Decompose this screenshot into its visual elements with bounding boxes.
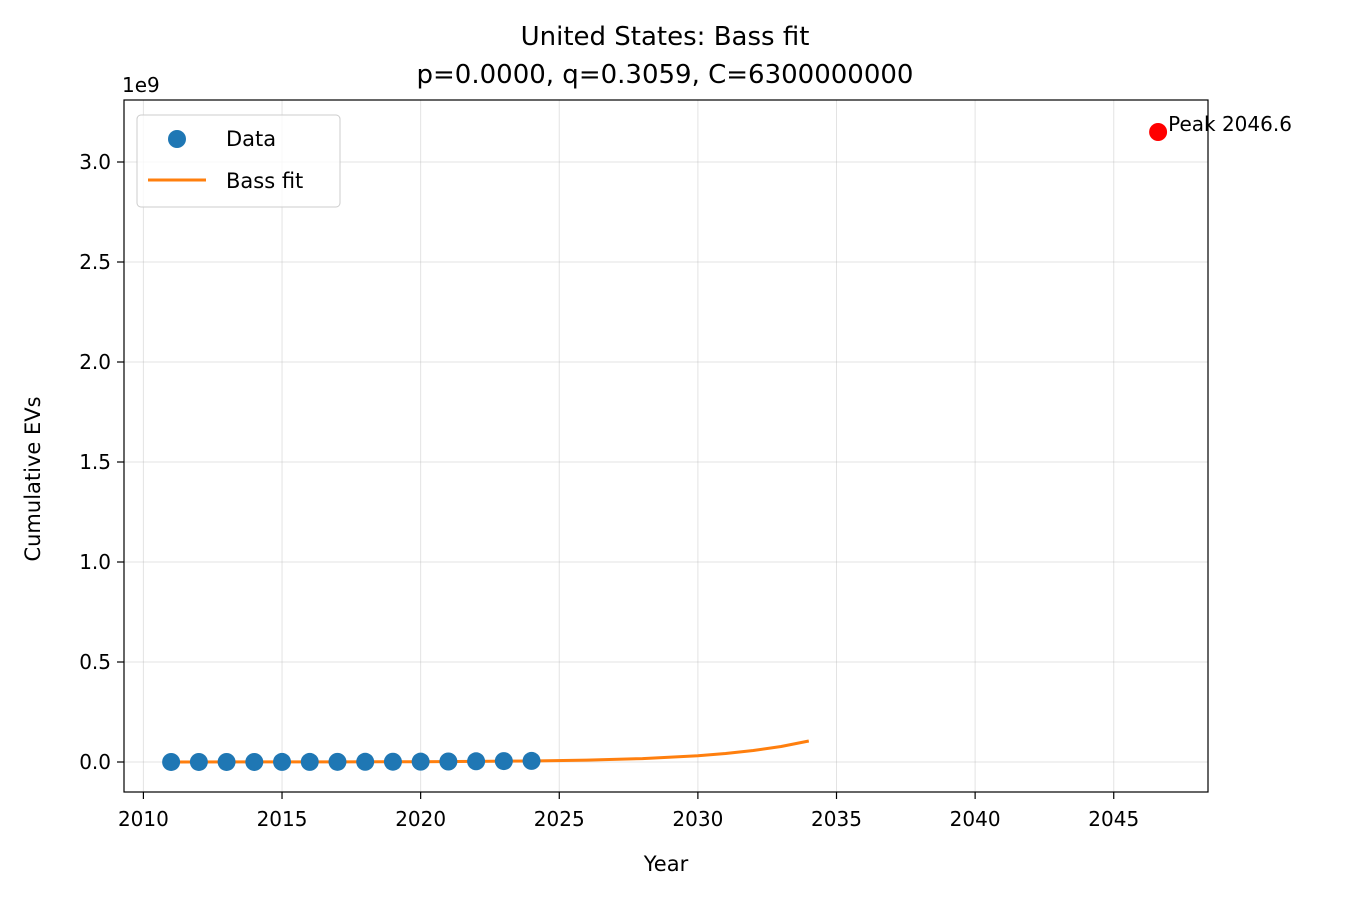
data-point — [245, 752, 264, 771]
y-tick-label: 1.5 — [79, 450, 111, 474]
chart-subtitle: p=0.0000, q=0.3059, C=6300000000 — [417, 60, 914, 90]
peak-marker — [1149, 123, 1168, 141]
x-tick-label: 2045 — [1088, 807, 1139, 831]
data-point — [383, 752, 402, 771]
data-point — [467, 752, 486, 771]
peak-annotation-label: Peak 2046.6 — [1168, 112, 1292, 136]
y-tick-label: 3.0 — [79, 150, 111, 174]
y-scale-offset-label: 1e9 — [122, 73, 160, 97]
data-point — [522, 751, 541, 770]
legend-label-bass-fit: Bass fit — [226, 169, 303, 193]
x-tick-label: 2015 — [257, 807, 308, 831]
data-point — [494, 752, 513, 771]
y-tick-label: 2.0 — [79, 350, 111, 374]
x-tick-label: 2030 — [672, 807, 723, 831]
data-point — [300, 752, 319, 771]
axis-ticks: 2010 2015 2020 2025 2030 2035 2040 2045 0.0 0.5 1.… — [79, 150, 1139, 831]
data-point — [356, 752, 375, 771]
data-point — [411, 752, 430, 771]
x-tick-label: 2025 — [534, 807, 585, 831]
data-point — [162, 752, 181, 771]
x-axis-label: Year — [643, 852, 689, 876]
plot-area: Peak 2046.6 — [162, 112, 1292, 771]
x-tick-label: 2010 — [118, 807, 169, 831]
data-point — [189, 752, 208, 771]
y-tick-label: 0.0 — [79, 750, 111, 774]
x-tick-label: 2020 — [395, 807, 446, 831]
data-point — [328, 752, 347, 771]
x-tick-label: 2040 — [950, 807, 1001, 831]
legend-frame — [136, 114, 341, 208]
y-tick-label: 2.5 — [79, 250, 111, 274]
data-point — [439, 752, 458, 771]
chart-title: United States: Bass fit — [521, 22, 810, 52]
legend: Data Bass fit — [136, 114, 341, 208]
y-axis-label: Cumulative EVs — [21, 396, 45, 561]
legend-label-data: Data — [226, 127, 276, 151]
axes-frame — [123, 99, 1209, 793]
x-tick-label: 2035 — [811, 807, 862, 831]
y-tick-label: 1.0 — [79, 550, 111, 574]
legend-marker-data — [168, 130, 186, 148]
y-tick-label: 0.5 — [79, 650, 111, 674]
data-point — [273, 752, 292, 771]
data-point — [217, 752, 236, 771]
